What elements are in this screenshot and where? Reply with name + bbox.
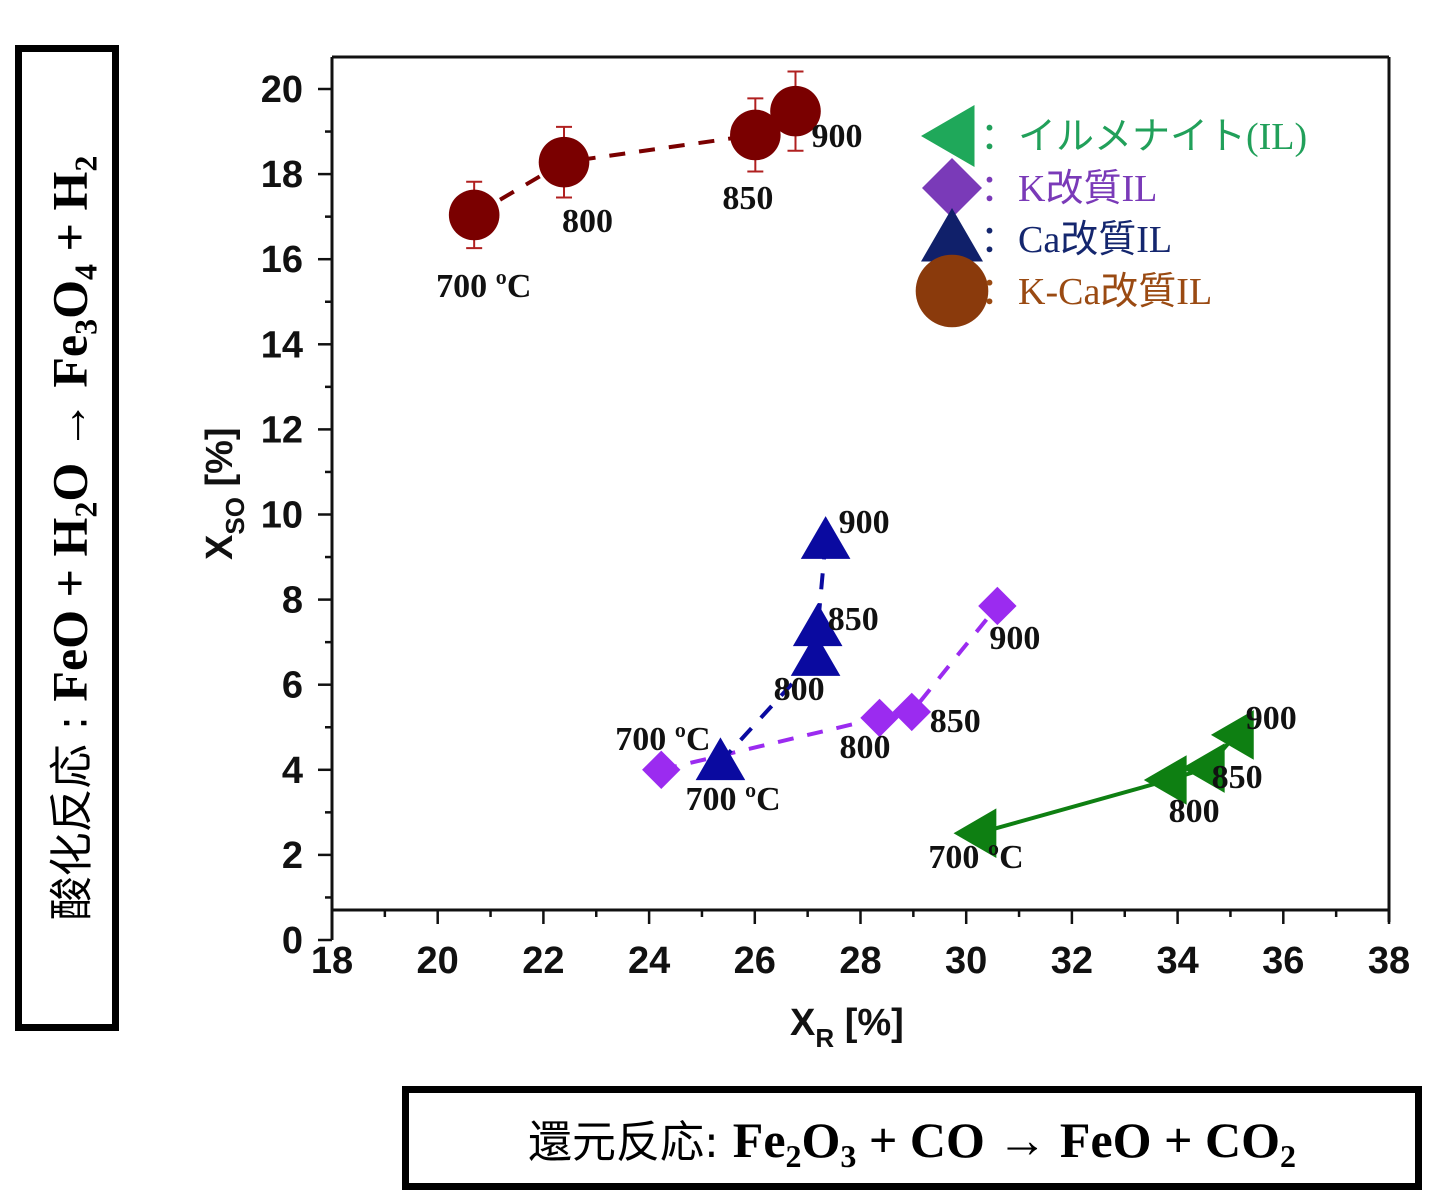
temperature-label: 850 bbox=[828, 601, 879, 638]
equation-part: Fe bbox=[732, 1112, 786, 1168]
equation-subscript: 2 bbox=[785, 1138, 802, 1174]
x-tick-label: 24 bbox=[628, 940, 670, 982]
x-tick-label: 20 bbox=[417, 940, 459, 982]
data-point bbox=[1181, 743, 1225, 793]
data-point bbox=[770, 85, 821, 137]
temperature-label: 850 bbox=[930, 703, 981, 740]
data-point bbox=[792, 603, 843, 647]
series-group bbox=[448, 70, 821, 250]
data-point bbox=[730, 109, 781, 161]
y-tick-label: 12 bbox=[261, 409, 303, 451]
legend-label: ：Ca改質IL bbox=[980, 219, 1172, 261]
legend-item: ：K改質IL bbox=[922, 158, 1157, 218]
y-axis-ticks: 0 2 4 6 8 10 12 14 16 18 20 bbox=[261, 69, 332, 962]
data-point bbox=[800, 516, 851, 559]
y-tick-label: 2 bbox=[282, 835, 303, 877]
temperature-label: 900 bbox=[839, 504, 890, 541]
x-tick-label: 28 bbox=[839, 940, 881, 982]
temperature-label: 700 ºC bbox=[436, 268, 531, 305]
legend-marker-icon bbox=[921, 208, 983, 262]
y-tick-label: 16 bbox=[261, 239, 303, 281]
data-point bbox=[1143, 755, 1187, 805]
temperature-label: 900 bbox=[1246, 700, 1297, 737]
equation-part: + CO → FeO + CO bbox=[856, 1112, 1281, 1168]
legend-marker-icon bbox=[922, 158, 982, 218]
data-series bbox=[448, 70, 1254, 858]
x-tick-label: 36 bbox=[1262, 940, 1304, 982]
legend: ：イルメナイト(IL) ：K改質IL ：Ca改質IL ：K-Ca改質IL bbox=[915, 105, 1307, 328]
y-axis-title: XSO [%] bbox=[199, 427, 250, 560]
x-tick-label: 32 bbox=[1051, 940, 1093, 982]
x-tick-label: 18 bbox=[311, 940, 353, 982]
temperature-label: 800 bbox=[562, 203, 613, 240]
data-point bbox=[448, 189, 500, 241]
plot-frame bbox=[330, 55, 1391, 940]
equation-part: O bbox=[801, 1112, 841, 1168]
temperature-label: 850 bbox=[722, 180, 773, 217]
series-group bbox=[642, 586, 1017, 789]
data-point bbox=[695, 737, 746, 781]
legend-marker-icon bbox=[915, 254, 989, 328]
x-tick-label: 30 bbox=[945, 940, 987, 982]
temperature-label: 700 ºC bbox=[928, 839, 1023, 876]
y-tick-label: 14 bbox=[261, 324, 303, 366]
temperature-label: 900 bbox=[811, 118, 862, 155]
data-point bbox=[978, 586, 1017, 626]
temperature-label: 700 ºC bbox=[685, 781, 780, 818]
data-point bbox=[642, 750, 681, 789]
y-tick-label: 10 bbox=[261, 495, 303, 537]
x-axis-title: XR [%] bbox=[790, 1002, 904, 1053]
y-tick-label: 8 bbox=[282, 580, 303, 622]
y-tick-label: 18 bbox=[261, 154, 303, 196]
x-tick-label: 38 bbox=[1368, 940, 1410, 982]
temperature-label: 900 bbox=[989, 620, 1040, 657]
x-tick-label: 26 bbox=[734, 940, 776, 982]
data-point bbox=[892, 692, 931, 732]
y-tick-label: 4 bbox=[282, 750, 303, 792]
y-tick-label: 20 bbox=[261, 69, 303, 111]
legend-label: ：K改質IL bbox=[980, 168, 1157, 210]
data-point bbox=[1210, 710, 1254, 760]
temperature-label: 850 bbox=[1212, 759, 1263, 796]
data-point bbox=[538, 136, 590, 188]
equation-subscript: 2 bbox=[1280, 1138, 1297, 1174]
reduction-reaction-box: 還元反応: Fe2O3 + CO → FeO + CO2 bbox=[402, 1086, 1422, 1190]
legend-item: ：イルメナイト(IL) bbox=[921, 105, 1307, 167]
legend-marker-icon bbox=[921, 105, 975, 167]
y-tick-label: 0 bbox=[282, 920, 303, 962]
series-group bbox=[695, 516, 851, 781]
legend-item: ：Ca改質IL bbox=[921, 208, 1172, 262]
temperature-label: 800 bbox=[774, 671, 825, 708]
legend-label: ：K-Ca改質IL bbox=[980, 271, 1212, 313]
reduction-reaction-label: 還元反応: bbox=[527, 1117, 733, 1168]
data-point bbox=[953, 808, 997, 858]
temperature-label: 800 bbox=[1169, 793, 1220, 830]
legend-item: ：K-Ca改質IL bbox=[915, 254, 1212, 328]
legend-label: ：イルメナイト(IL) bbox=[980, 116, 1307, 158]
temperature-label: 700 ºC bbox=[615, 721, 710, 758]
data-point bbox=[790, 633, 841, 676]
equation-subscript: 3 bbox=[840, 1138, 857, 1174]
temperature-label: 800 bbox=[840, 729, 891, 766]
oxidation-reaction-box: 酸化反応 : FeO + H2O → Fe3O4 + H2 bbox=[15, 45, 119, 1031]
y-tick-label: 6 bbox=[282, 665, 303, 707]
x-tick-label: 34 bbox=[1156, 940, 1198, 982]
series-group bbox=[953, 710, 1254, 858]
data-point bbox=[860, 698, 899, 738]
reduction-reaction-text: 還元反応: Fe2O3 + CO → FeO + CO2 bbox=[527, 1106, 1296, 1172]
x-tick-label: 22 bbox=[522, 940, 564, 982]
x-axis-ticks: 18 20 22 24 26 28 30 32 34 36 38 bbox=[311, 910, 1410, 982]
scatter-chart: 18 20 22 24 26 28 30 32 34 36 38 02468101214161820… bbox=[199, 55, 1410, 1053]
